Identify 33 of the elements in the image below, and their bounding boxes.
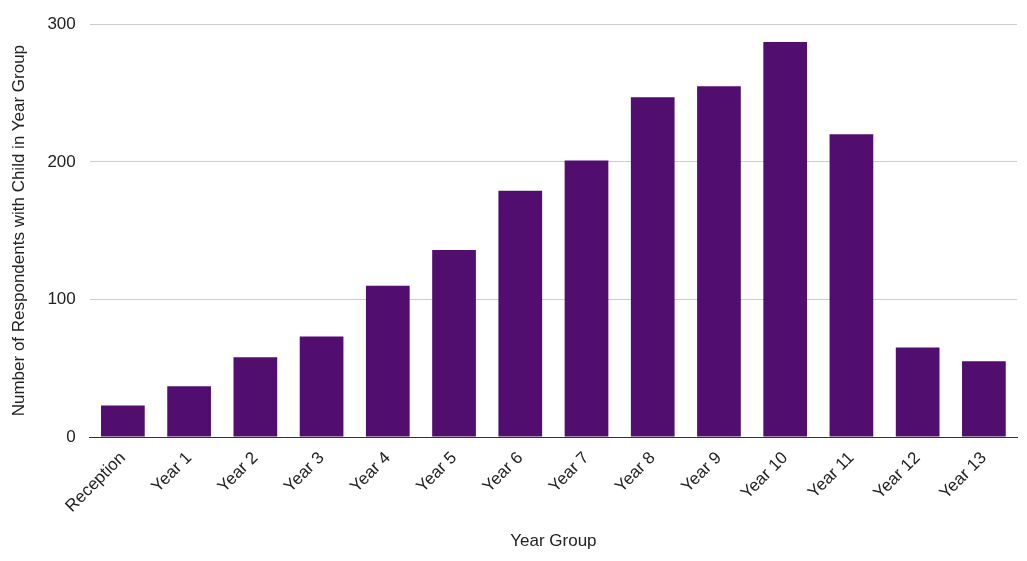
bar [895, 347, 940, 437]
x-tick-label: Year 7 [544, 447, 593, 496]
x-tick-label: Year 9 [677, 447, 726, 496]
x-tick-label: Year 2 [213, 447, 262, 496]
bar [962, 361, 1006, 437]
x-tick-label: Year 11 [804, 447, 858, 502]
bar [498, 190, 543, 437]
y-tick-label: 0 [66, 426, 76, 446]
bar [101, 405, 145, 437]
bar [167, 386, 211, 437]
bar [365, 285, 410, 437]
y-tick-label: 300 [47, 13, 76, 33]
y-tick-label: 100 [47, 289, 76, 309]
y-axis-title: Number of Respondents with Child in Year Group [8, 44, 28, 417]
bar [630, 97, 675, 437]
x-tick-label: Year 5 [412, 447, 461, 496]
x-tick-label: Year 3 [279, 447, 328, 496]
bar [233, 357, 278, 437]
x-axis-title: Year Group [510, 531, 597, 551]
bar [299, 336, 344, 437]
bar [829, 134, 874, 437]
x-tick-label: Year 13 [935, 447, 991, 503]
bar [432, 249, 476, 437]
x-tick-label: Year 10 [736, 447, 792, 503]
y-tick-label: 200 [47, 151, 76, 171]
x-tick-label: Year 8 [611, 447, 659, 496]
x-tick-label: Year 6 [478, 447, 527, 496]
bar [697, 86, 741, 437]
x-tick-label: Year 1 [147, 447, 196, 496]
bar [763, 42, 808, 437]
x-tick-label: Year 12 [869, 447, 924, 503]
x-tick-label: Year 4 [346, 447, 394, 496]
bar [564, 160, 609, 437]
